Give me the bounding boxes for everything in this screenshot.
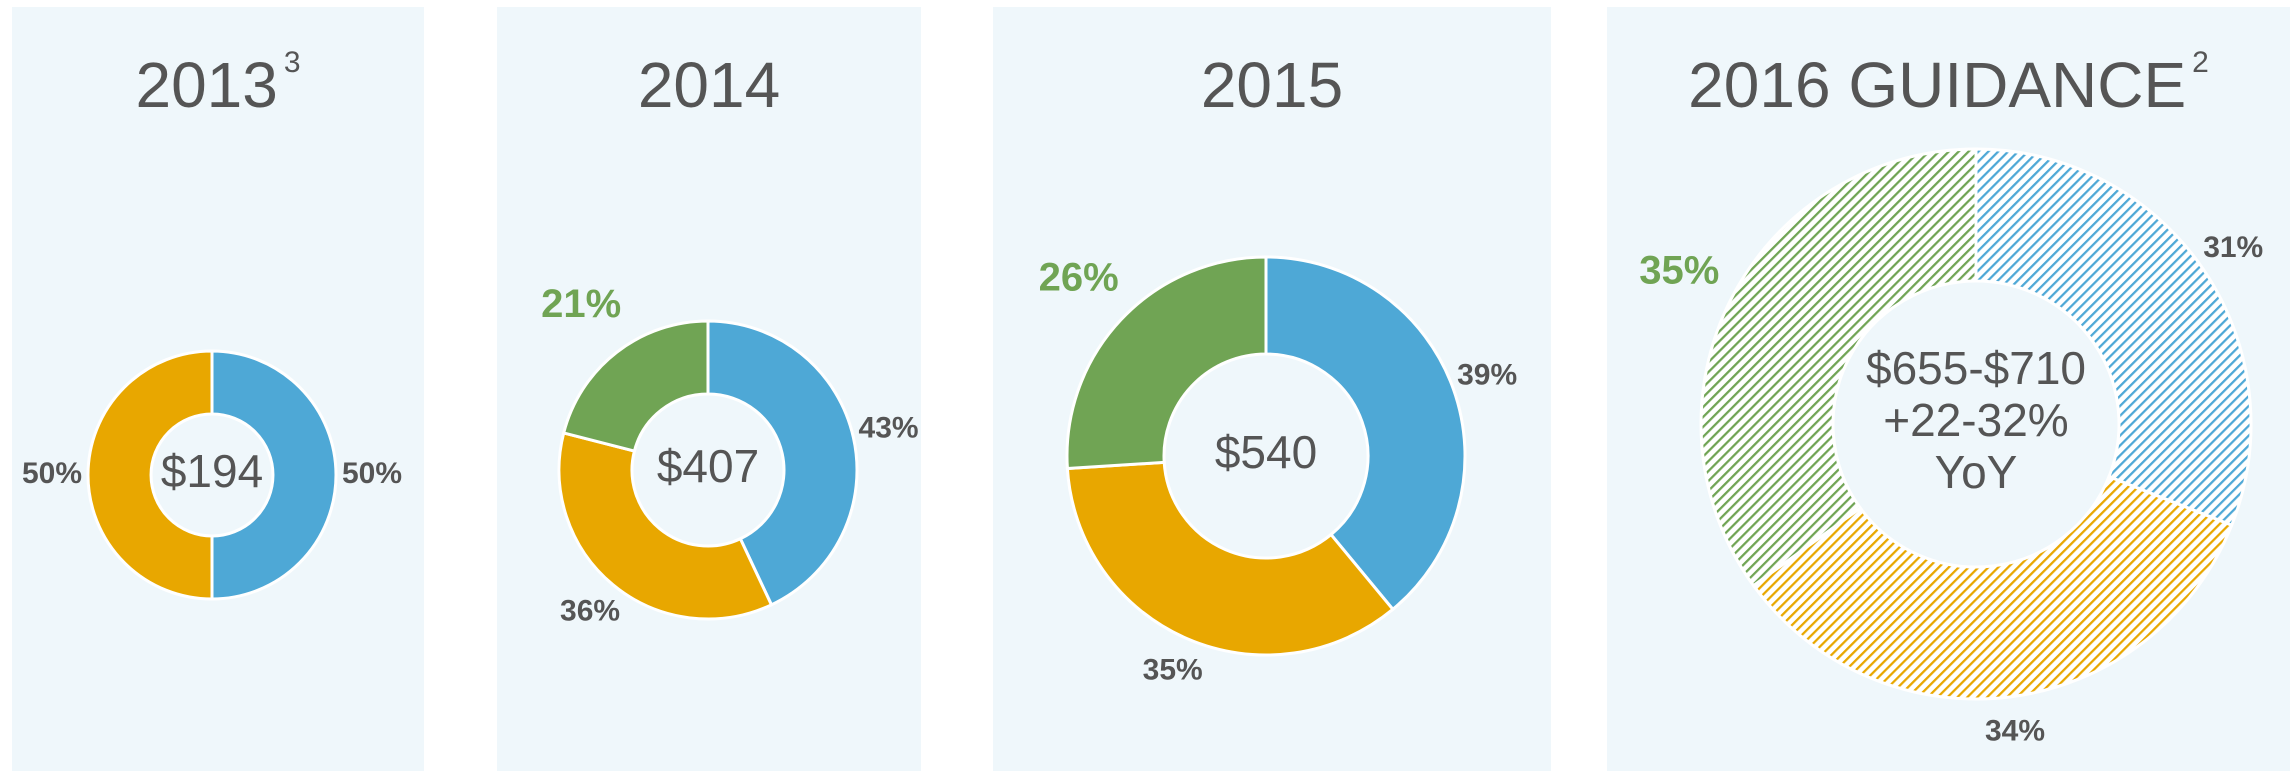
donut-panel: 2015 39% 35% 26% $540 (993, 7, 1551, 771)
data-label: 34% (1985, 714, 2045, 747)
panel-title: 2014 (638, 49, 780, 121)
data-label: 35% (1143, 654, 1203, 687)
data-label: 39% (1457, 358, 1517, 391)
center-text: +22-32% (1883, 394, 2068, 446)
donut-segment (561, 319, 710, 453)
data-label: 31% (2203, 231, 2263, 264)
data-label: 50% (342, 457, 402, 490)
data-label: 50% (22, 457, 82, 490)
donut-segment (210, 349, 338, 601)
data-label: 26% (1039, 256, 1119, 300)
donut-segment (1065, 460, 1395, 657)
title-text: 2014 (638, 49, 780, 121)
donut-segment (1065, 255, 1268, 471)
title-note: 2 (2192, 46, 2209, 79)
donut-segment (1974, 147, 2253, 528)
data-label: 21% (541, 282, 621, 326)
title-text: 2015 (1201, 49, 1343, 121)
center-text: $194 (161, 445, 263, 497)
donut-segment (706, 319, 859, 607)
donut-segment (86, 349, 214, 601)
donut-segment (1751, 474, 2234, 701)
donut-segment (557, 431, 774, 621)
donut-segment (1264, 255, 1467, 612)
center-text: YoY (1935, 446, 2018, 498)
title-text: 2016 GUIDANCE (1688, 49, 2186, 121)
panel-title: 2016 GUIDANCE 2 (1688, 46, 2209, 121)
center-text: $540 (1215, 426, 1317, 478)
panel-title: 2013 3 (135, 46, 300, 121)
donut-segment (1699, 147, 1978, 588)
data-label: 35% (1639, 248, 1719, 292)
panel-title: 2015 (1201, 49, 1343, 121)
title-text: 2013 (135, 49, 277, 121)
donut-panel: 2014 43% 36% 21% $407 (497, 7, 921, 771)
data-label: 36% (560, 594, 620, 627)
donut-panel: 2013 3 50% 50% $194 (12, 7, 424, 771)
data-label: 43% (859, 412, 919, 445)
center-text: $655-$710 (1866, 342, 2086, 394)
center-text: $407 (657, 440, 759, 492)
title-note: 3 (284, 46, 301, 79)
donut-panel: 2016 GUIDANCE 2 31% 34% 35% $655-$710+22-32%Y… (1607, 7, 2290, 771)
